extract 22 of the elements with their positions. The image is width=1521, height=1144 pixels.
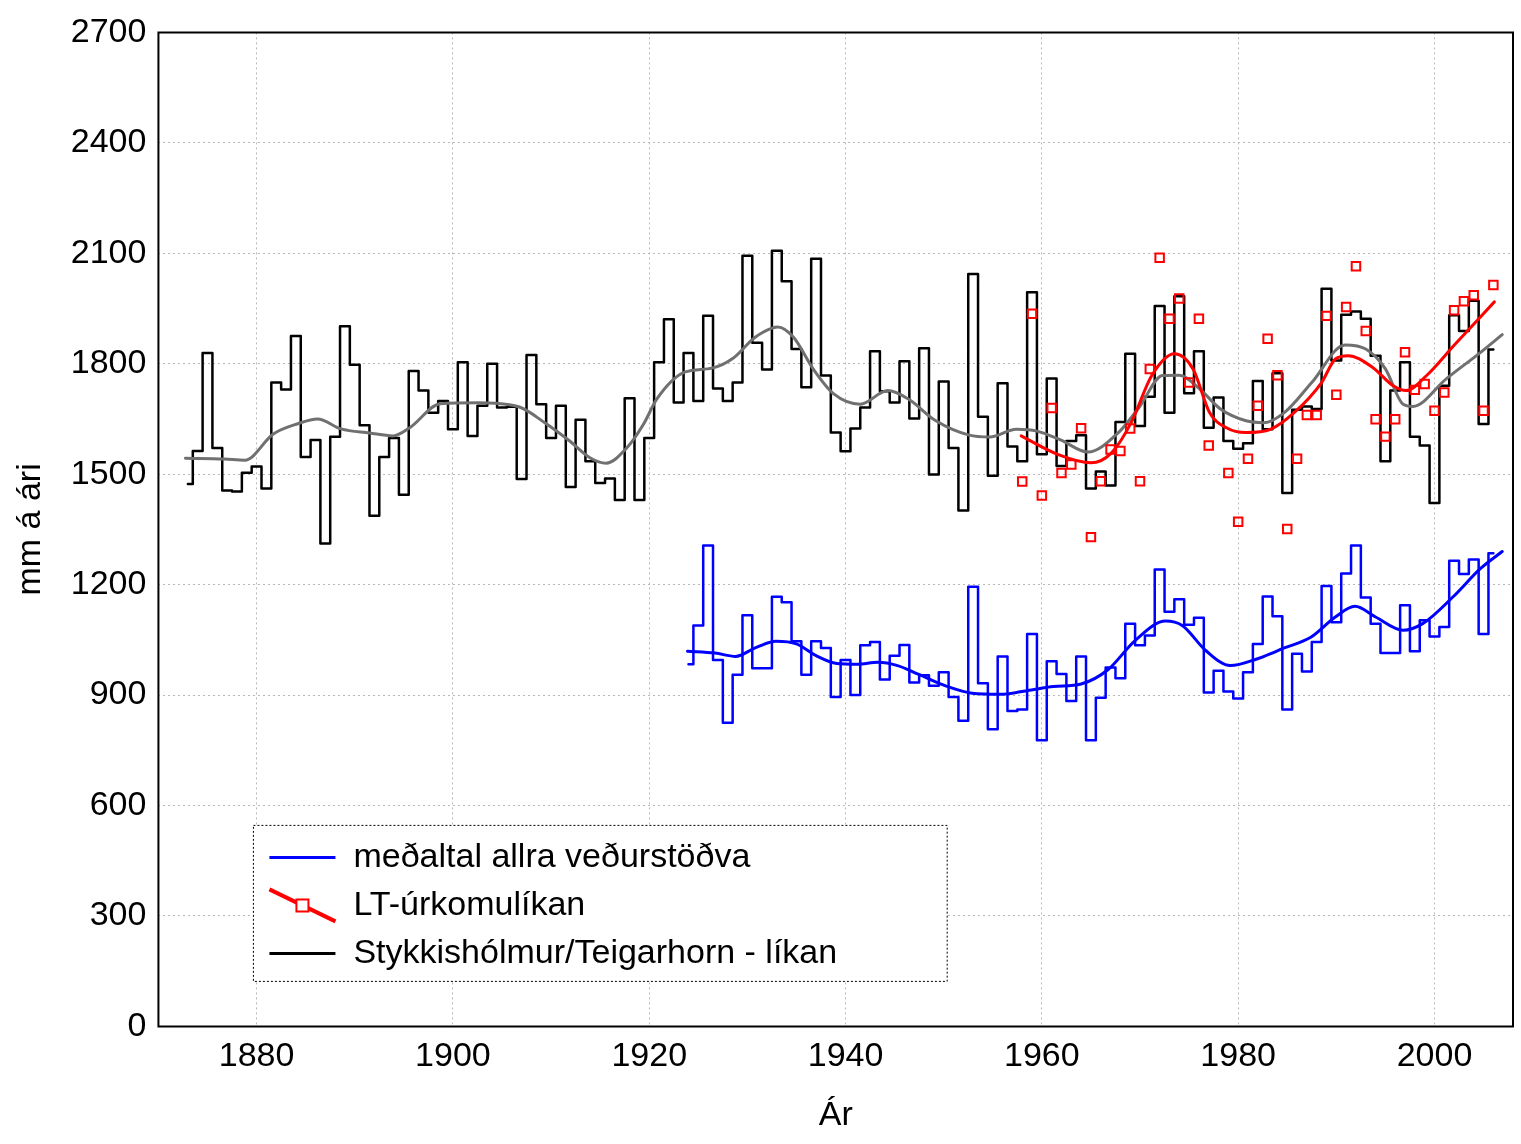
y-tick-label: 2100 [70, 231, 147, 270]
y-tick-label: 2400 [70, 121, 147, 160]
y-tick-label: 2700 [70, 10, 147, 49]
x-tick-label: 1960 [1004, 1035, 1080, 1074]
x-tick-label: 1920 [611, 1035, 688, 1074]
y-tick-label: 1200 [70, 563, 147, 601]
y-tick-label: 1500 [70, 452, 147, 491]
x-tick-label: 1900 [415, 1035, 491, 1074]
legend-label: meðaltal allra veðurstöðva [353, 835, 751, 874]
x-tick-label: 1980 [1200, 1035, 1276, 1074]
legend-label: Stykkishólmur/Teigarhorn - líkan [353, 931, 838, 970]
legend-label: LT-úrkomulíkan [353, 883, 586, 922]
y-tick-label: 0 [127, 1004, 147, 1043]
y-tick-label: 900 [89, 673, 147, 712]
x-tick-label: 1880 [218, 1035, 295, 1074]
x-tick-label: 2000 [1396, 1035, 1473, 1074]
y-axis-title: mm á ári [8, 463, 47, 596]
x-axis-title: Ár [818, 1093, 853, 1132]
x-tick-label: 1940 [807, 1035, 884, 1074]
y-tick-label: 300 [89, 894, 147, 933]
y-tick-label: 1800 [70, 342, 147, 381]
y-tick-label: 600 [89, 783, 147, 822]
